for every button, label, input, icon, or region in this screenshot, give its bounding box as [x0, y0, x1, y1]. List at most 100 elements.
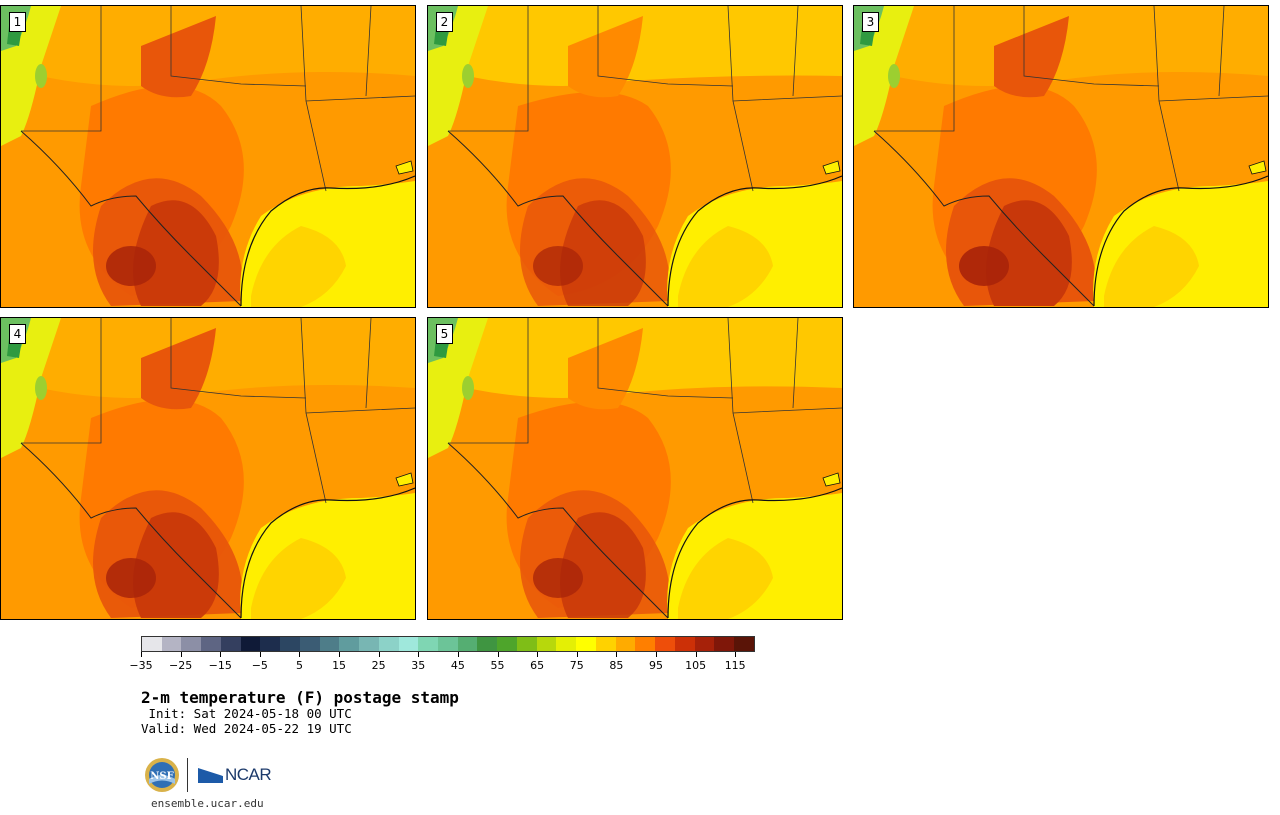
- colorbar-segment: [674, 637, 695, 651]
- colorbar-segment: [201, 637, 221, 651]
- colorbar-segment: [694, 637, 715, 651]
- colorbar-segment: [536, 637, 557, 651]
- state-boundaries: [448, 6, 842, 192]
- colorbar-tick-label: 85: [609, 659, 624, 672]
- lake-icon: [1248, 160, 1267, 175]
- colorbar-tick-label: 15: [332, 659, 347, 672]
- forecast-map-panel-5[interactable]: 5: [427, 317, 843, 620]
- colorbar-segment: [418, 637, 439, 651]
- colorbar-segment: [161, 637, 182, 651]
- gulf-warm-patch: [251, 226, 346, 307]
- highland-spot: [888, 64, 900, 88]
- colorbar-tick-label: 45: [450, 659, 465, 672]
- colorbar-tick: [537, 652, 539, 657]
- hotspot: [533, 558, 583, 598]
- colorbar-tick: [616, 652, 618, 657]
- gulf-warm-patch: [251, 538, 346, 619]
- map-canvas-1: [1, 6, 415, 307]
- colorbar-segment: [260, 637, 281, 651]
- member-number-badge: 2: [436, 12, 453, 32]
- gulf-warm-patch: [678, 226, 773, 307]
- gulf-coastline: [1093, 175, 1268, 307]
- map-canvas-2: [428, 6, 842, 307]
- highland-spot: [35, 376, 47, 400]
- temperature-colorbar: [141, 636, 755, 652]
- colorbar-tick-label: 25: [371, 659, 386, 672]
- site-url[interactable]: ensemble.ucar.edu: [151, 797, 264, 810]
- colorbar-tick: [339, 652, 341, 657]
- colorbar-tick: [695, 652, 697, 657]
- colorbar-tick: [220, 652, 222, 657]
- colorbar-tick: [378, 652, 380, 657]
- gulf-coastline: [667, 175, 842, 307]
- colorbar-tick: [418, 652, 420, 657]
- colorbar-segment: [398, 637, 419, 651]
- colorbar-tick: [576, 652, 578, 657]
- valid-time: Valid: Wed 2024-05-22 19 UTC: [141, 721, 352, 736]
- lake-icon: [395, 472, 414, 487]
- highland-spot: [462, 376, 474, 400]
- map-canvas-4: [1, 318, 415, 619]
- member-number-badge: 5: [436, 324, 453, 344]
- colorbar-ticks: −35 −25 −15 −5 5 15 25 35 45 55 65 75 85 95 105 115: [129, 652, 755, 672]
- colorbar-segment: [142, 637, 162, 651]
- colorbar-segment: [477, 637, 498, 651]
- us-mexico-border: [447, 130, 669, 307]
- gulf-coastline: [667, 487, 842, 619]
- colorbar-segment: [576, 637, 596, 651]
- colorbar-segment: [457, 637, 478, 651]
- forecast-map-panel-4[interactable]: 4: [0, 317, 416, 620]
- rio-grande-hot: [560, 512, 646, 618]
- svg-text:NSF: NSF: [150, 771, 173, 782]
- rio-grande-hot: [986, 200, 1072, 306]
- colorbar-tick-label: −35: [129, 659, 153, 672]
- state-boundaries: [21, 318, 415, 504]
- us-mexico-border: [447, 442, 669, 619]
- colorbar-segment: [240, 637, 261, 651]
- colorbar-segment: [220, 637, 241, 651]
- colorbar-tick-label: 115: [724, 659, 746, 672]
- forecast-map-panel-2[interactable]: 2: [427, 5, 843, 308]
- rio-grande-hot: [133, 512, 219, 618]
- colorbar-segment: [438, 637, 458, 651]
- colorbar-tick: [299, 652, 301, 657]
- colorbar-tick-label: 105: [685, 659, 707, 672]
- colorbar-segment: [378, 637, 399, 651]
- state-boundaries: [21, 6, 415, 192]
- colorbar-segment: [280, 637, 300, 651]
- member-number-badge: 4: [9, 324, 26, 344]
- colorbar-segment: [299, 637, 320, 651]
- forecast-map-panel-3[interactable]: 3: [853, 5, 1269, 308]
- rio-grande-hot: [560, 200, 646, 306]
- colorbar-segment: [595, 637, 616, 651]
- map-canvas-5: [428, 318, 842, 619]
- ncar-logo-icon: [198, 765, 223, 783]
- colorbar-tick: [735, 652, 737, 657]
- colorbar-segment: [516, 637, 537, 651]
- colorbar-tick: [497, 652, 499, 657]
- colorbar-segment: [339, 637, 360, 651]
- colorbar-segment: [714, 637, 735, 651]
- panhandle-heat: [568, 328, 643, 410]
- member-number-badge: 1: [9, 12, 26, 32]
- colorbar-tick-label: 65: [530, 659, 545, 672]
- colorbar-segment: [359, 637, 379, 651]
- gulf-warm-patch: [678, 538, 773, 619]
- colorbar-segment: [181, 637, 202, 651]
- hotspot: [106, 558, 156, 598]
- colorbar-tick-label: 95: [648, 659, 663, 672]
- forecast-map-panel-1[interactable]: 1: [0, 5, 416, 308]
- colorbar-tick: [141, 652, 142, 657]
- highland-spot: [35, 64, 47, 88]
- colorbar-tick-label: −25: [169, 659, 193, 672]
- colorbar-tick-label: −5: [251, 659, 268, 672]
- colorbar-tick-label: 55: [490, 659, 505, 672]
- colorbar-segment: [734, 637, 754, 651]
- figure-title: 2-m temperature (F) postage stamp: [141, 688, 459, 707]
- us-mexico-border: [873, 130, 1095, 307]
- lake-icon: [395, 160, 414, 175]
- member-number-badge: 3: [862, 12, 879, 32]
- gulf-coastline: [240, 175, 415, 307]
- lake-icon: [822, 472, 841, 487]
- colorbar-tick-label: 5: [295, 659, 303, 672]
